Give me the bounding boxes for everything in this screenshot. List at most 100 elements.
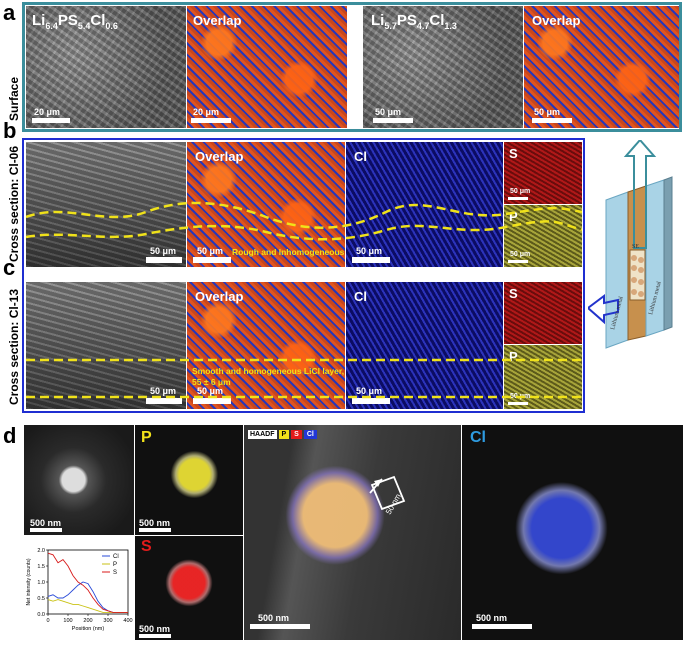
scale-bar [508,197,528,200]
scale-bar [32,118,70,123]
x-tick-label: 300 [103,618,112,624]
x-tick-label: 0 [46,618,49,624]
overlap-title: Overlap [532,13,581,28]
rough-annotation: Rough and Inhomogeneous [232,247,345,257]
x-tick-label: 400 [123,618,132,624]
line-profile-chart: 0 100 200 300 400 0.0 0.5 1.0 1.5 2.0 Position (nm… [26,548,133,632]
scale-bar [532,118,572,123]
scale-bar [30,528,62,532]
x-axis-label: Position (nm) [72,626,105,632]
legend-label-s: S [113,570,117,576]
haadf-small: 500 nm [24,425,134,535]
overlap-title: Overlap [195,149,244,164]
sem-cross-cl13: 50 μm [26,282,186,409]
y-tick-label: 1.0 [37,580,45,586]
scale-label: 50 μm [510,188,531,195]
scale-label: 50 μm [510,251,531,258]
overlap-cross-cl13: Overlap 50 μm [187,282,345,409]
legend-p: P [278,430,290,439]
s-title: S [509,286,518,301]
cl-map-cl13: Cl 50 μm [346,282,503,409]
scale-label: 20 μm [34,107,61,117]
arrow-left-icon [588,294,619,325]
scale-label: 500 nm [139,518,171,528]
scale-bar [146,257,182,263]
se-label: SE [632,244,639,250]
lithium-plate-edge [663,176,673,331]
surface-label: Surface [7,76,21,121]
panel-a-letter: a [3,0,16,25]
cl-title: Cl [354,289,367,304]
series-line-s [47,552,128,613]
y-tick-label: 1.5 [37,564,45,570]
overlap-surface-cl06: Overlap 20 μm [187,6,347,128]
cell-schematic: Lithium metal Lithium metal SE [588,140,673,349]
panel-c-letter: c [3,255,16,280]
series-line-p [47,599,128,613]
s-map-cl13: S [504,282,582,344]
legend-label-p: P [113,562,117,568]
x-tick-label: 100 [63,618,72,624]
panel-a-frame [22,2,682,132]
scale-label: 50 μm [356,386,383,396]
sem-surface-cl06: Li6.4PS5.4Cl0.6 20 μm [26,6,186,128]
p-map-cl06: P 50 μm [504,205,582,267]
composition-label-2: Li5.7PS4.7Cl1.3 [371,12,457,31]
y-tick-label: 0.5 [37,596,45,602]
scan-length-label: 50 nm [384,492,403,516]
scale-label: 50 μm [150,246,177,256]
p-map-particle: P 500 nm [135,425,243,535]
line-profile-chart-box: 0 100 200 300 400 0.0 0.5 1.0 1.5 2.0 Position (nm… [24,536,134,640]
scale-bar [352,398,390,404]
haadf-tag: HAADF [248,430,277,439]
cross-section-cl13-label: Cross section: Cl-13 [7,288,21,405]
scale-label: 50 μm [356,246,383,256]
scale-bar [191,118,231,123]
overlap-title: Overlap [195,289,244,304]
s-map-cl06: S 50 μm [504,142,582,204]
scale-label: 50 μm [197,386,224,396]
cl-title: Cl [354,149,367,164]
scale-label: 500 nm [258,613,290,623]
scale-label: 50 μm [375,107,402,117]
scale-bar [193,398,231,404]
overlap-title: Overlap [193,13,242,28]
x-tick-label: 200 [83,618,92,624]
y-tick-label: 0.0 [37,612,45,618]
sem-cross-cl06: 50 μm [26,142,186,267]
s-title: S [141,538,152,555]
scale-label: 20 μm [193,107,220,117]
smooth-annotation-line2: 55 ± 6 μm [192,377,231,387]
scale-bar [472,624,532,629]
scale-label: 50 μm [150,386,177,396]
cross-section-cl06-label: Cross section: Cl-06 [7,145,21,262]
arrow-up-icon [623,140,657,249]
p-title: P [509,209,518,224]
scale-bar [146,398,182,404]
scale-bar [508,260,528,263]
haadf-legend: HAADF P S Cl [248,430,317,439]
scale-label: 500 nm [139,624,171,634]
smooth-annotation-line1: Smooth and homogeneous LiCl layer, [192,366,345,376]
legend-cl: Cl [303,430,317,439]
legend-label-cl: Cl [113,554,119,560]
p-title: P [141,429,152,446]
s-title: S [509,146,518,161]
y-axis-label: Net intensity (counts) [26,558,32,605]
overlap-surface-cl13: Overlap 50 μm [524,6,679,128]
haadf-overlay: HAADF P S Cl 50 nm 500 nm [244,425,461,640]
scale-bar [193,257,231,263]
cl-title: Cl [470,429,486,446]
s-map-particle: S 500 nm [135,536,243,640]
scale-bar [508,402,528,405]
cl-map-particle: Cl 500 nm [462,425,683,640]
p-title: P [509,349,518,364]
smooth-interface-lines [26,358,582,399]
scale-label: 500 nm [476,613,508,623]
panel-d-letter: d [3,423,17,448]
y-tick-label: 2.0 [37,548,45,554]
scale-label: 500 nm [30,518,62,528]
scan-box: 50 nm [369,475,406,516]
panel-bc-frame [22,138,585,413]
rough-interface-lines [26,201,582,241]
